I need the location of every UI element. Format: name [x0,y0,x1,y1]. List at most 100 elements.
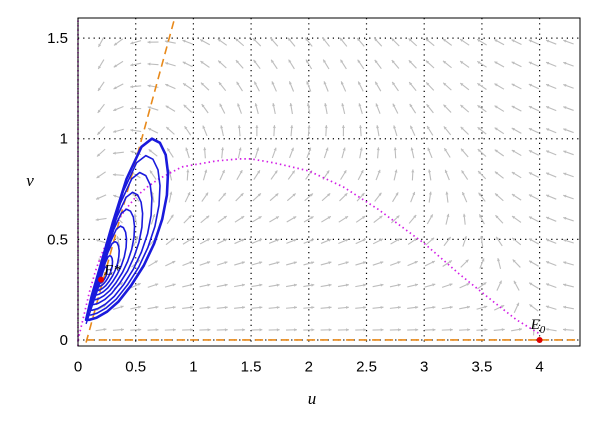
field-arrow-head [324,125,328,129]
field-arrow-head [546,194,550,198]
field-arrow-head [357,37,361,42]
field-arrow-head [461,170,465,174]
field-arrow-head [294,328,297,332]
field-arrow-head [289,81,292,85]
field-arrow-head [376,125,380,129]
field-arrow-head [98,87,101,91]
field-arrow-head [361,193,365,197]
field-arrow-head [241,283,245,287]
field-arrow-head [275,216,279,220]
field-arrow-head [311,283,315,287]
field-arrow-head [546,261,550,264]
field-arrow-head [293,283,297,287]
field-arrow-head [113,194,117,198]
field-arrow-head [460,39,464,42]
field-arrow-head [130,41,134,45]
plot-frame [77,17,581,347]
field-arrow-head [532,324,536,328]
y-axis-label: v [26,171,34,190]
field-arrow-head [462,192,465,196]
field-arrow-head [189,261,193,264]
field-arrow-head [189,238,193,242]
field-arrow-head [495,193,499,197]
field-arrow-head [546,238,550,242]
field-arrow-head [528,61,533,65]
field-arrow-head [259,283,263,287]
field-arrow-head [130,106,134,111]
field-arrow-head [479,214,483,218]
field-arrow-head [242,328,246,332]
field-arrow-head [202,125,206,129]
field-arrow-head [207,283,211,287]
field-arrow-head [443,126,447,130]
field-arrow-head [255,125,259,129]
field-arrow-head [172,328,176,332]
field-arrow-head [218,82,222,86]
field-arrow-head [217,38,221,42]
field-arrow-head [345,261,349,265]
field-arrow-head [358,81,361,85]
x-tick-label: 4 [535,358,543,375]
field-arrow-head [120,305,124,309]
field-arrow-head [445,191,449,195]
field-arrow-head [466,283,470,286]
field-arrow-head [498,280,502,284]
field-arrow-head [189,283,193,287]
field-arrow-head [477,105,481,109]
field-arrow-head [271,81,275,85]
field-arrow-head [344,216,349,220]
tick-labels: 0 0.5 1 1.5 2 2.5 3 3.5 4 0 0.5 1 1.5 [47,30,544,375]
field-arrow-head [546,216,550,220]
field-arrow-head [379,238,383,242]
field-arrow-head [467,328,471,332]
field-arrow-head [427,126,430,130]
field-arrow-head [224,328,228,332]
field-arrow-head [563,305,567,309]
field-arrow-head [395,192,399,196]
field-arrow-head [374,38,378,42]
field-arrow-head [147,62,151,66]
field-arrow-head [172,305,176,309]
field-arrow-head [563,150,567,154]
field-arrow-head [511,194,516,197]
field-arrow-head [484,305,488,309]
field-arrow-head [415,328,419,332]
field-arrow-head [391,38,395,42]
field-arrow-head [276,328,280,332]
field-arrow-head [563,128,567,132]
field-arrow-head [529,304,533,308]
field-arrow-head [259,261,263,265]
field-arrow-head [224,238,228,242]
field-arrow-head [359,125,363,129]
field-arrow-head [380,305,384,310]
field-arrow-head [427,147,431,151]
field-arrow-head [328,238,332,242]
field-arrow-head [259,328,263,332]
field-arrow-head [512,216,516,219]
field-arrow-head [118,258,121,262]
field-arrow-head [311,305,315,310]
field-arrow-head [116,235,120,240]
field-arrow-head [183,83,187,87]
field-arrow-head [293,261,297,265]
equilibrium-label: E* [103,263,121,279]
field-arrow-head [291,147,294,151]
field-arrow-head [149,170,153,174]
y-tick-label: 1.5 [47,30,68,47]
equilibrium-point [98,276,105,283]
field-arrow-head [138,305,142,309]
field-arrow-head [112,151,116,155]
field-arrow-head [546,61,550,65]
field-arrow-head [130,128,134,132]
field-arrow-head [346,328,349,332]
field-arrow-head [563,194,567,198]
field-arrow-head [323,81,327,85]
field-arrow-head [292,193,296,197]
field-arrow-head [563,283,567,287]
field-arrow-head [120,328,124,332]
field-arrow-head [242,305,246,310]
field-arrow-head [546,172,550,176]
field-arrow-head [98,43,102,47]
field-arrow-head [397,261,401,265]
